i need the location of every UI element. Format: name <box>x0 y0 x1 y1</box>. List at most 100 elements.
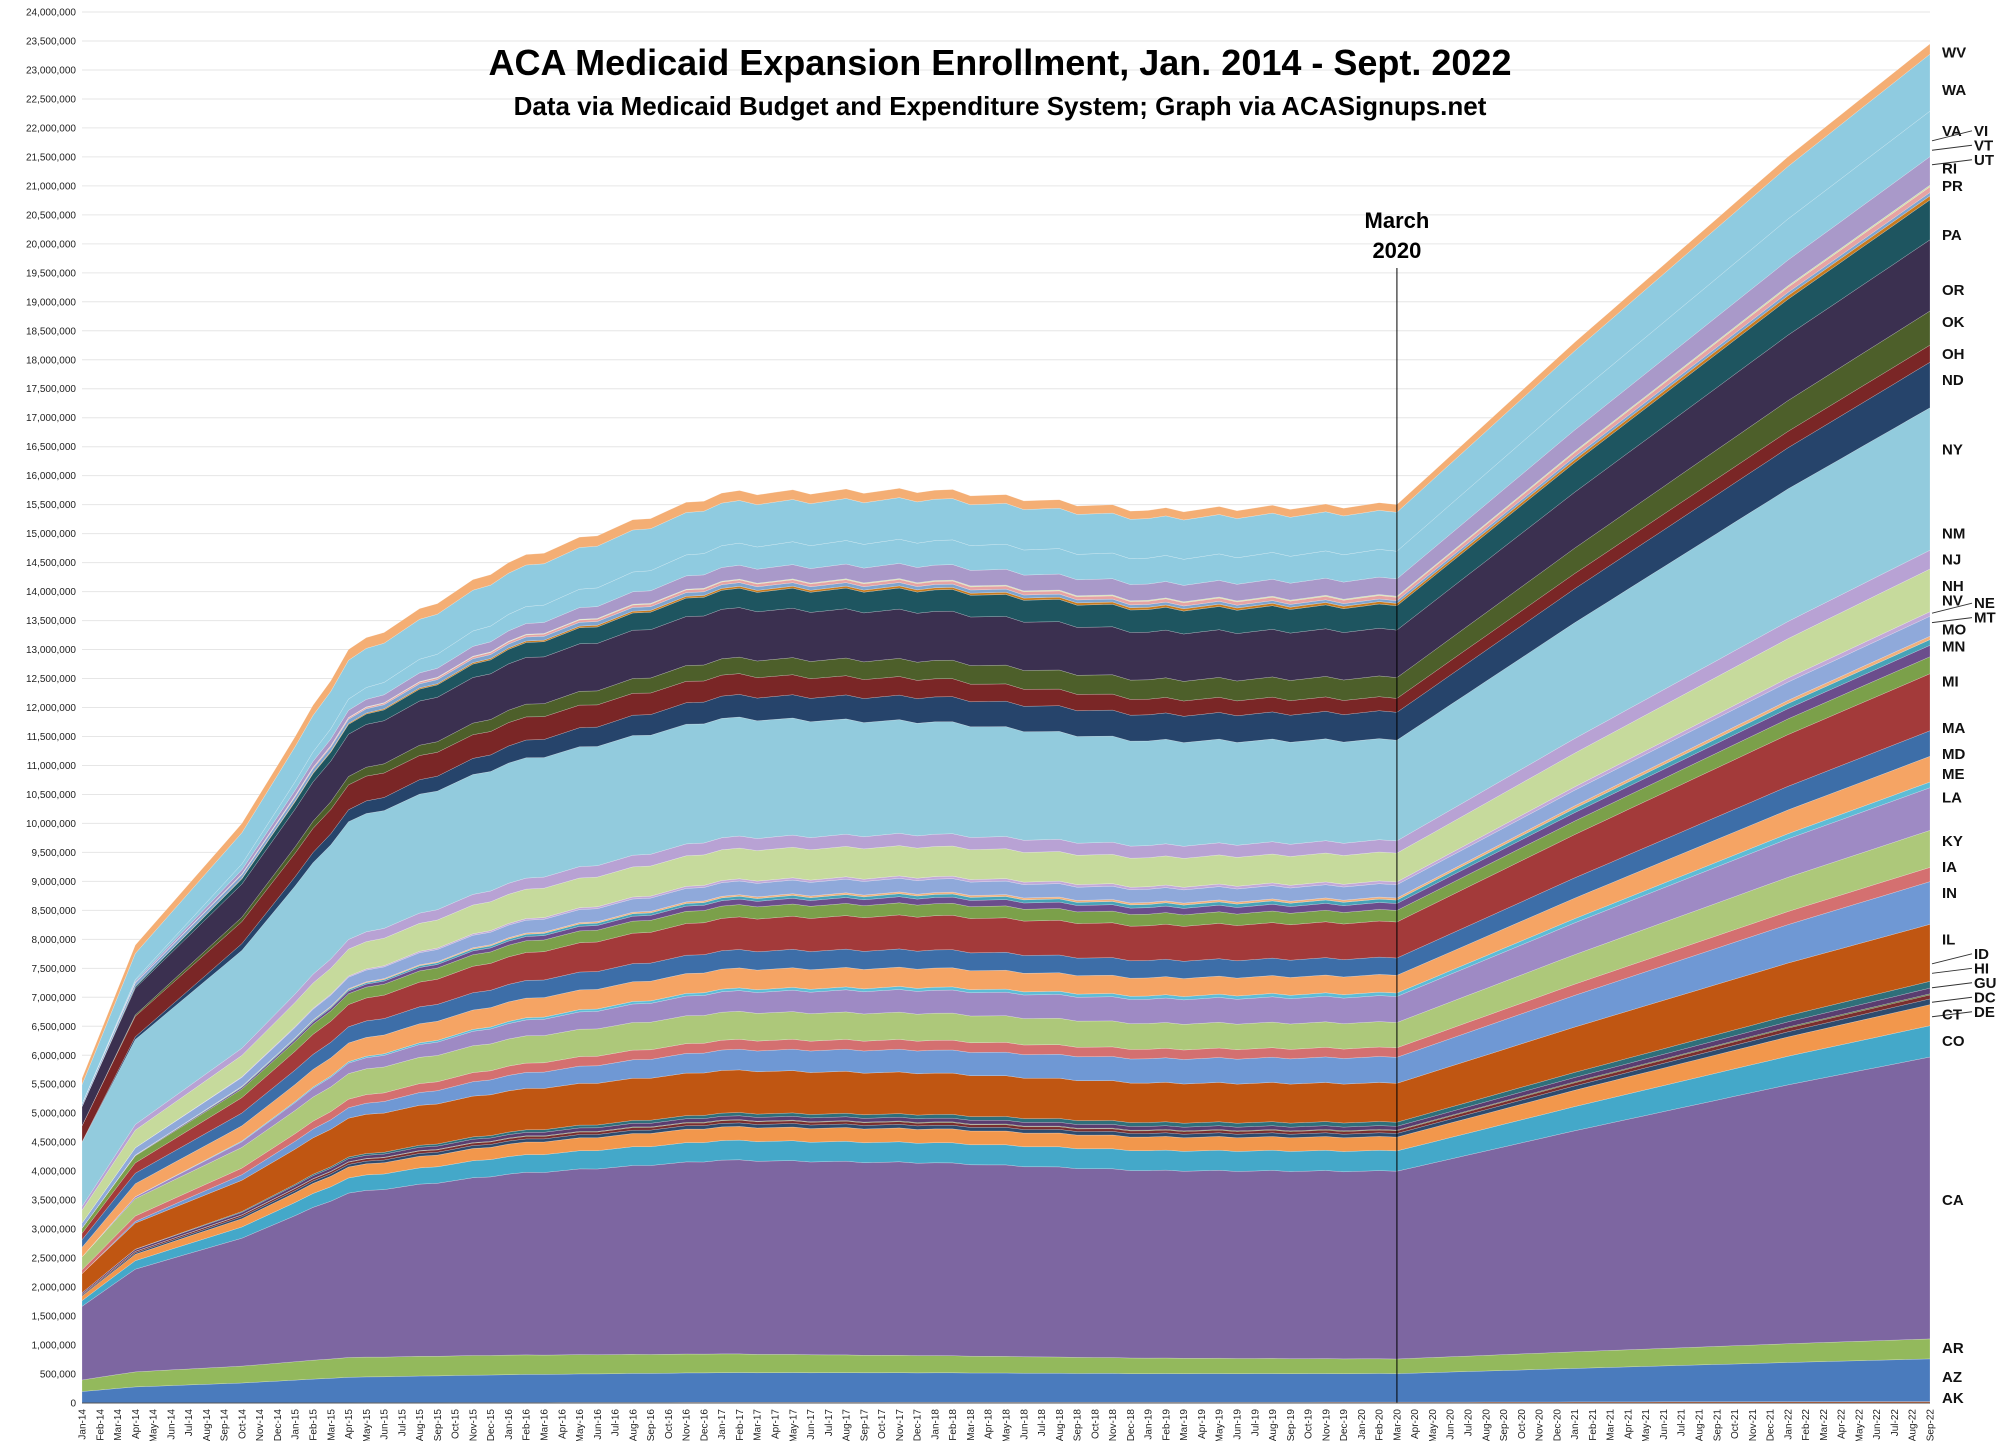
state-label-co: CO <box>1942 1033 1965 1050</box>
x-tick-label: Mar-15 <box>326 1409 337 1441</box>
x-tick-label: Nov-19 <box>1321 1409 1332 1441</box>
x-tick-label: Sep-19 <box>1286 1409 1297 1441</box>
state-label-ak: AK <box>1942 1390 1964 1407</box>
state-label-ia: IA <box>1942 859 1957 876</box>
x-tick-label: Oct-21 <box>1730 1409 1741 1439</box>
y-tick-label: 4,000,000 <box>32 1167 77 1178</box>
state-label-nj: NJ <box>1942 552 1961 569</box>
state-label-mn: MN <box>1942 639 1965 656</box>
y-tick-label: 23,500,000 <box>26 36 76 47</box>
y-tick-label: 500,000 <box>40 1370 77 1381</box>
state-label-wa: WA <box>1942 82 1966 99</box>
x-tick-label: Jan-19 <box>1144 1409 1155 1440</box>
x-tick-label: Feb-17 <box>735 1409 746 1441</box>
area-series <box>81 43 1931 1404</box>
x-tick-label: Aug-18 <box>1055 1409 1066 1441</box>
x-tick-label: Mar-21 <box>1606 1409 1617 1441</box>
y-tick-label: 11,000,000 <box>27 761 77 772</box>
x-tick-label: Dec-14 <box>273 1409 284 1441</box>
x-tick-label: Sep-15 <box>433 1409 444 1441</box>
y-tick-label: 2,000,000 <box>32 1283 77 1294</box>
state-label-nh: NH <box>1942 578 1964 595</box>
x-tick-label: Feb-15 <box>309 1409 320 1441</box>
x-tick-label: Nov-15 <box>468 1409 479 1441</box>
state-label-or: OR <box>1942 282 1965 299</box>
state-label-ri: RI <box>1942 160 1957 177</box>
x-tick-label: Dec-16 <box>699 1409 710 1441</box>
y-tick-label: 10,000,000 <box>26 819 76 830</box>
x-tick-label: May-16 <box>575 1409 586 1441</box>
x-tick-label: Oct-14 <box>237 1409 248 1439</box>
y-tick-label: 16,500,000 <box>26 442 76 453</box>
state-label-nm: NM <box>1942 526 1965 543</box>
y-tick-label: 6,500,000 <box>32 1022 77 1033</box>
y-tick-label: 11,500,000 <box>27 732 77 743</box>
x-tick-label: Aug-19 <box>1268 1409 1279 1441</box>
y-tick-label: 8,000,000 <box>32 935 77 946</box>
x-tick-label: Aug-16 <box>628 1409 639 1441</box>
x-tick-label: Jan-22 <box>1783 1409 1794 1440</box>
y-tick-label: 6,000,000 <box>32 1051 77 1062</box>
x-tick-label: May-20 <box>1428 1409 1439 1441</box>
y-tick-label: 9,500,000 <box>32 848 77 859</box>
x-tick-label: Apr-15 <box>344 1409 355 1439</box>
x-tick-label: Mar-18 <box>966 1409 977 1441</box>
y-tick-label: 21,500,000 <box>26 152 76 163</box>
y-tick-label: 2,500,000 <box>32 1254 77 1265</box>
x-tick-label: Apr-17 <box>771 1409 782 1439</box>
state-label-mt: MT <box>1974 610 1996 627</box>
state-label-ny: NY <box>1942 442 1963 459</box>
x-tick-label: Jul-18 <box>1037 1409 1048 1437</box>
y-tick-label: 12,000,000 <box>26 703 76 714</box>
state-label-vi: VI <box>1974 123 1988 140</box>
state-label-mo: MO <box>1942 621 1966 638</box>
y-tick-label: 18,500,000 <box>26 326 76 337</box>
state-label-il: IL <box>1942 931 1955 948</box>
y-tick-label: 4,500,000 <box>32 1138 77 1149</box>
x-tick-label: Apr-19 <box>1197 1409 1208 1439</box>
x-tick-label: Oct-15 <box>451 1409 462 1439</box>
y-tick-label: 18,000,000 <box>26 355 76 366</box>
x-tick-label: Dec-20 <box>1552 1409 1563 1441</box>
x-tick-label: Aug-20 <box>1481 1409 1492 1441</box>
x-tick-label: Feb-19 <box>1161 1409 1172 1441</box>
x-tick-label: Jul-20 <box>1464 1409 1475 1437</box>
annotation-march-2020: March 2020 <box>1365 208 1429 1403</box>
x-tick-label: Jun-19 <box>1233 1409 1244 1440</box>
state-label-ne: NE <box>1974 595 1995 612</box>
state-label-ma: MA <box>1942 720 1965 737</box>
x-tick-label: Nov-16 <box>682 1409 693 1441</box>
label-leader-line <box>1931 144 1973 151</box>
state-label-nv: NV <box>1942 592 1963 609</box>
x-tick-label: Feb-22 <box>1801 1409 1812 1441</box>
x-tick-label: Jul-22 <box>1890 1409 1901 1437</box>
state-label-pr: PR <box>1942 178 1963 195</box>
annotation-label-line2: 2020 <box>1372 238 1421 263</box>
state-label-id: ID <box>1974 946 1989 963</box>
state-label-ky: KY <box>1942 833 1963 850</box>
x-tick-label: Oct-19 <box>1304 1409 1315 1439</box>
y-tick-label: 5,500,000 <box>32 1080 77 1091</box>
x-tick-label: Mar-16 <box>540 1409 551 1441</box>
y-tick-label: 7,500,000 <box>32 964 77 975</box>
label-leader-line <box>1931 602 1973 614</box>
y-tick-label: 20,500,000 <box>26 210 76 221</box>
x-tick-label: Apr-20 <box>1410 1409 1421 1439</box>
y-tick-label: 22,000,000 <box>26 123 76 134</box>
state-label-me: ME <box>1942 766 1965 783</box>
x-tick-label: Apr-22 <box>1837 1409 1848 1439</box>
y-tick-label: 0 <box>70 1399 76 1410</box>
x-tick-label: Aug-17 <box>842 1409 853 1441</box>
x-tick-label: Jan-21 <box>1570 1409 1581 1440</box>
x-tick-label: May-15 <box>362 1409 373 1441</box>
y-tick-label: 3,500,000 <box>32 1196 77 1207</box>
x-tick-label: Apr-14 <box>131 1409 142 1439</box>
x-tick-label: Feb-20 <box>1375 1409 1386 1441</box>
state-label-de: DE <box>1974 1004 1995 1021</box>
x-tick-label: Aug-22 <box>1908 1409 1919 1441</box>
state-label-wv: WV <box>1942 45 1966 62</box>
x-tick-label: May-21 <box>1641 1409 1652 1441</box>
x-tick-label: Apr-18 <box>984 1409 995 1439</box>
x-tick-label: Sep-22 <box>1926 1409 1937 1441</box>
